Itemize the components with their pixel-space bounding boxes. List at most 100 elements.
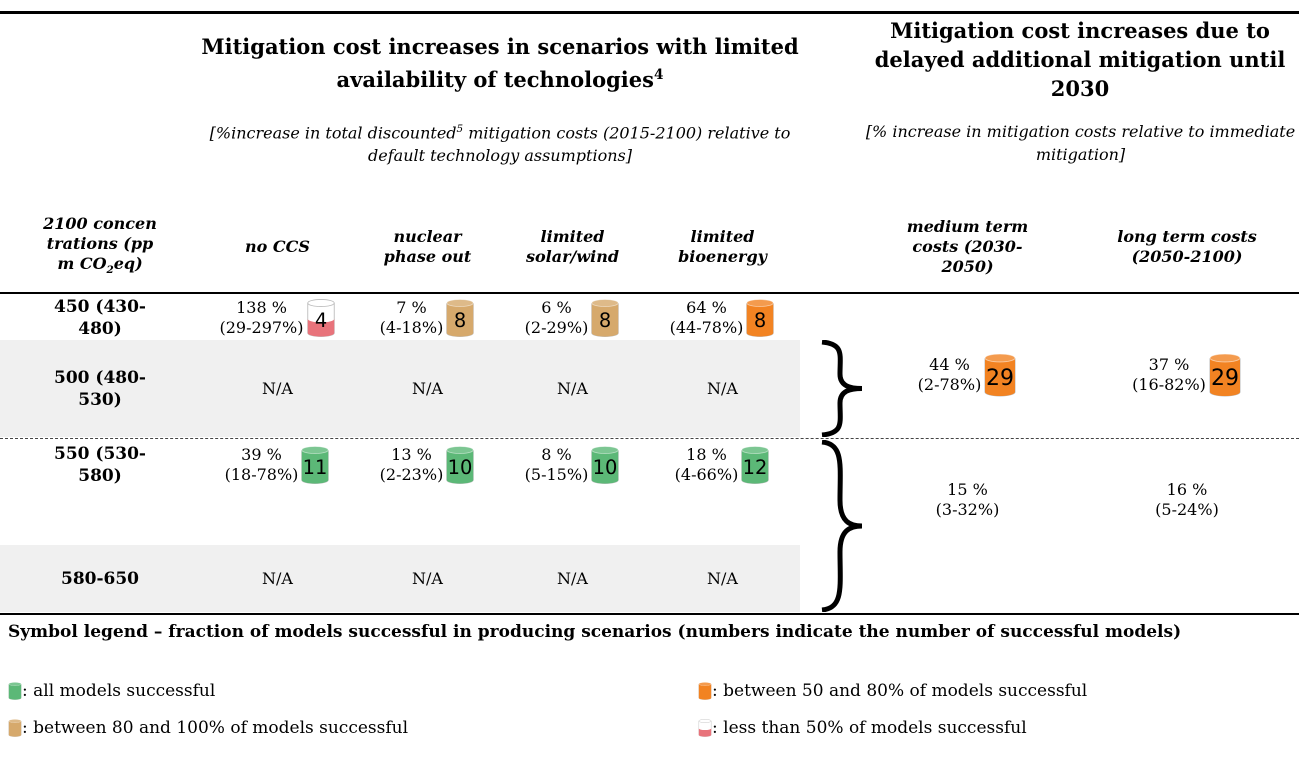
cylinder-top <box>746 298 775 307</box>
table-cell: 37 % (16-82%) 29 <box>1075 345 1299 405</box>
column-header: nuclear phase out <box>383 227 472 266</box>
header-text: 2100 concentrations (ppm CO2eq) <box>40 214 160 280</box>
cylinder-top <box>446 446 474 454</box>
cell-value: 7 % <box>396 297 427 317</box>
cylinder-top <box>741 446 769 454</box>
cylinder-fill <box>8 721 22 737</box>
right-title: Mitigation cost increases due to delayed… <box>874 18 1286 101</box>
brace <box>821 440 863 612</box>
subtitle-text: [%increase in total discounted <box>209 123 457 143</box>
cell-range: (2-29%) <box>524 317 589 337</box>
cell-value: 18 % <box>686 445 727 464</box>
bottom-rule <box>0 613 1299 615</box>
cylinder-fill <box>698 728 712 737</box>
table-cell: N/A <box>200 545 355 612</box>
cell-value: N/A <box>412 378 443 398</box>
cell-value: N/A <box>262 568 293 588</box>
model-count: 8 <box>599 308 611 331</box>
table-cell: 13 % (2-23%) 10 <box>355 440 500 490</box>
cell-text: 15 % (3-32%) <box>936 480 1000 520</box>
model-count: 29 <box>986 366 1014 391</box>
cell-value: 138 % <box>236 297 287 317</box>
subtitle-text: mitigation costs (2015-2100) relative to… <box>368 123 791 166</box>
cell-value: 39 % <box>241 445 282 464</box>
cell-text: 138 % (29-297%) <box>220 298 304 338</box>
cell-text: 18 % (4-66%) <box>675 445 739 485</box>
table-cell: 16 % (5-24%) <box>1075 470 1299 530</box>
table-cell: 39 % (18-78%) 11 <box>200 440 355 490</box>
footnote-mark: 5 <box>456 123 464 135</box>
cell-value: N/A <box>557 378 588 398</box>
legend-item: : between 80 and 100% of models successf… <box>8 713 408 743</box>
cylinder-fill <box>447 302 474 337</box>
cell-value: 13 % <box>391 445 432 464</box>
legend-text: : between 50 and 80% of models successfu… <box>712 681 1088 701</box>
legend-text: : between 80 and 100% of models successf… <box>22 718 409 738</box>
cell-range: (29-297%) <box>219 317 304 337</box>
column-header: limited solar/wind <box>525 227 620 266</box>
legend-text: : all models successful <box>22 681 216 701</box>
column-header: medium term costs (2030-2050) <box>906 217 1029 276</box>
cell-value: N/A <box>262 378 293 398</box>
cylinder-icon <box>698 719 712 737</box>
column-header: no CCS <box>245 237 310 256</box>
header-rule <box>0 292 1299 294</box>
cell-value: N/A <box>707 568 738 588</box>
cell-value: 37 % <box>1148 355 1190 374</box>
brace-path <box>821 340 863 437</box>
table-cell: N/A <box>355 545 500 612</box>
cell-text: 13 % (2-23%) <box>380 445 444 485</box>
model-count: 10 <box>593 456 618 479</box>
model-count: 12 <box>743 456 768 479</box>
cylinder-icon: 29 <box>984 353 1016 397</box>
footnote-mark: 4 <box>653 67 664 83</box>
row-label: 580-650 <box>60 568 140 589</box>
column-header: 2100 concentrations (ppm CO2eq) <box>0 204 200 290</box>
cylinder-top <box>698 719 712 723</box>
cell-range: (5-15%) <box>524 465 589 484</box>
cell-range: (3-32%) <box>935 500 1000 519</box>
cell-text: 37 % (16-82%) <box>1132 355 1206 395</box>
cylinder-top <box>8 682 22 686</box>
row-label: 500 (480-530) <box>54 367 146 410</box>
cell-text: 16 % (5-24%) <box>1155 480 1219 520</box>
row-label: 550 (530-580) <box>54 444 146 486</box>
row-label: 450 (430-480) <box>54 296 146 339</box>
cylinder-top <box>8 719 22 723</box>
group-separator <box>0 438 1299 439</box>
table-cell: N/A <box>355 340 500 437</box>
table-cell: N/A <box>200 340 355 437</box>
cell-range: (44-78%) <box>669 317 744 337</box>
cylinder-fill <box>747 302 774 337</box>
cylinder-icon: 8 <box>746 298 775 337</box>
cell-range: (2-78%) <box>917 375 982 394</box>
cell-text: 64 % (44-78%) <box>670 298 744 338</box>
cylinder-fill <box>985 358 1016 396</box>
cell-value: 6 % <box>541 297 572 317</box>
cell-text: 8 % (5-15%) <box>525 445 589 485</box>
cylinder-fill <box>1209 358 1240 396</box>
brace <box>821 340 863 437</box>
cell-text: 39 % (18-78%) <box>225 445 299 485</box>
table-cell: 8 % (5-15%) 10 <box>500 440 645 490</box>
header-part: eq) <box>113 253 143 273</box>
cell-value: 8 % <box>541 445 572 464</box>
column-header: long term costs (2050-2100) <box>1117 227 1257 266</box>
cell-value: N/A <box>707 378 738 398</box>
cylinder-fill <box>592 302 619 337</box>
cylinder-icon: 10 <box>591 446 619 484</box>
left-subtitle: [%increase in total discounted5 mitigati… <box>205 118 795 167</box>
cylinder-fill <box>742 450 769 484</box>
cell-range: (18-78%) <box>224 465 299 484</box>
cylinder-icon <box>698 682 712 700</box>
cylinder-icon: 11 <box>301 446 330 484</box>
cylinder-icon: 10 <box>446 446 474 484</box>
cell-value: 44 % <box>929 355 970 374</box>
model-count: 11 <box>303 456 328 479</box>
cell-range: (2-23%) <box>379 465 444 484</box>
table-cell: 6 % (2-29%) 8 <box>500 295 645 340</box>
cylinder-top <box>591 298 619 307</box>
cylinder-icon: 4 <box>306 298 335 337</box>
cylinder-top <box>1209 353 1241 363</box>
table-cell: 7 % (4-18%) 8 <box>355 295 500 340</box>
